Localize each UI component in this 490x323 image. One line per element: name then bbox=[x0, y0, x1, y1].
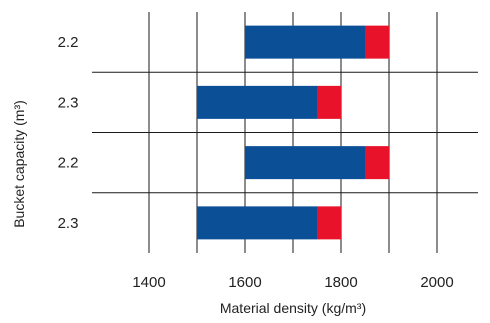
y-tick-label: 2.3 bbox=[58, 94, 79, 111]
bar-segment-blue bbox=[245, 25, 365, 59]
x-tick-label: 1600 bbox=[228, 274, 261, 291]
bar-segment-blue bbox=[197, 85, 317, 119]
bar-segment-red bbox=[317, 85, 341, 119]
bar-segment-red bbox=[365, 146, 389, 180]
x-axis-title: Material density (kg/m³) bbox=[220, 300, 366, 316]
x-tick-label: 2000 bbox=[420, 274, 453, 291]
tick-labels: 2.2 2.3 2.2 2.3 1400 1600 1800 2000 bbox=[58, 34, 454, 291]
bars bbox=[197, 25, 389, 240]
x-tick-label: 1800 bbox=[324, 274, 357, 291]
y-tick-label: 2.3 bbox=[58, 215, 79, 232]
bar-segment-red bbox=[317, 206, 341, 240]
y-axis-title: Bucket capacity (m³) bbox=[11, 100, 27, 228]
x-tick-label: 1400 bbox=[132, 274, 165, 291]
bar-segment-blue bbox=[197, 206, 317, 240]
y-tick-label: 2.2 bbox=[58, 34, 79, 51]
y-tick-label: 2.2 bbox=[58, 155, 79, 172]
bar-segment-blue bbox=[245, 146, 365, 180]
bar-segment-red bbox=[365, 25, 389, 59]
